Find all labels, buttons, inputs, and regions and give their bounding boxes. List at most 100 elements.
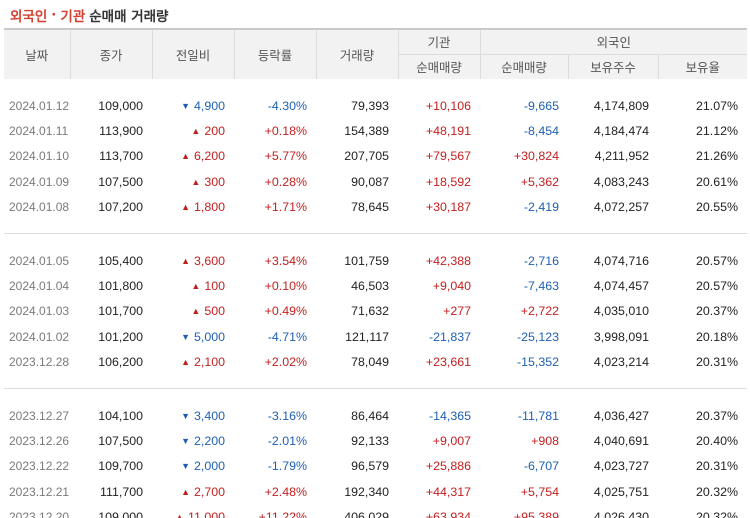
col-header-change: 전일비 — [151, 28, 234, 79]
cell-inst-net: +10,106 — [425, 98, 471, 113]
cell-foreign-ratio: 21.07% — [695, 98, 739, 113]
cell-rate: -1.79% — [267, 459, 307, 474]
cell-close: 104,100 — [98, 408, 143, 423]
table-row: 2024.01.10 113,700 ▲ 6,200 +5.77% 207,705 +79,… — [4, 144, 747, 169]
cell-date: 2024.01.02 — [9, 329, 70, 344]
cell-inst-net: +42,388 — [425, 253, 471, 268]
cell-foreign-holdings: 4,026,430 — [568, 504, 658, 518]
cell-rate: +0.18% — [264, 123, 307, 138]
cell-date: 2023.12.28 — [9, 354, 70, 369]
cell-foreign-net: -2,716 — [523, 253, 559, 268]
table-row: 2023.12.26 107,500 ▼ 2,200 -2.01% 92,133 +9,00… — [4, 428, 747, 453]
change-value: 2,000 — [193, 459, 225, 474]
change-value: 4,900 — [193, 98, 225, 113]
cell-rate: -4.30% — [267, 98, 307, 113]
cell-close: 109,700 — [98, 459, 143, 474]
cell-volume: 154,389 — [344, 123, 389, 138]
cell-foreign-net: +5,362 — [520, 174, 559, 189]
change-value: 1,800 — [193, 199, 225, 214]
triangle-up-icon: ▲ — [181, 486, 190, 497]
cell-foreign-net: -7,463 — [523, 278, 559, 293]
triangle-up-icon: ▲ — [181, 201, 190, 212]
investor-trading-table: 날짜 종가 전일비 등락률 거래량 기관 외국인 순매매량 순매매량 보유주수 … — [4, 28, 748, 518]
group-separator — [4, 388, 748, 389]
cell-inst-net: +9,040 — [432, 278, 471, 293]
cell-foreign-ratio: 20.31% — [695, 459, 739, 474]
cell-foreign-ratio: 20.37% — [695, 408, 739, 423]
cell-foreign-holdings: 4,174,809 — [593, 98, 649, 113]
cell-rate: -3.16% — [267, 408, 307, 423]
triangle-down-icon: ▼ — [181, 410, 190, 421]
triangle-up-icon: ▲ — [181, 356, 190, 367]
cell-foreign-holdings: 4,074,457 — [593, 278, 649, 293]
cell-close: 107,500 — [98, 174, 143, 189]
table-row: 2023.12.28 106,200 ▲ 2,100 +2.02% 78,049 +23,6… — [4, 349, 747, 374]
cell-foreign-net: +908 — [531, 433, 559, 448]
table-row: 2024.01.04 101,800 ▲ 100 +0.10% 46,503 +9,040 -… — [4, 273, 747, 298]
cell-foreign-ratio: 20.32% — [695, 484, 739, 499]
table-row: 2023.12.21 111,700 ▲ 2,700 +2.48% 192,340 +44,… — [4, 479, 747, 504]
cell-foreign-holdings: 4,211,952 — [594, 149, 649, 164]
cell-date: 2023.12.27 — [9, 408, 70, 423]
cell-foreign-holdings: 4,023,214 — [593, 354, 649, 369]
cell-volume: 207,705 — [344, 149, 389, 164]
table-row: 2024.01.03 101,700 ▲ 500 +0.49% 71,632 +277 +2,… — [4, 299, 747, 324]
cell-foreign-net: -15,352 — [516, 354, 559, 369]
cell-close: 101,200 — [98, 329, 143, 344]
cell-change: ▲ 6,200 — [152, 144, 234, 169]
col-header-close: 종가 — [69, 28, 152, 79]
cell-date: 2023.12.20 — [4, 504, 70, 518]
cell-rate: +0.28% — [264, 174, 307, 189]
cell-foreign-holdings: 4,035,010 — [593, 304, 649, 319]
change-value: 5,000 — [193, 329, 225, 344]
cell-foreign-ratio: 20.55% — [695, 199, 739, 214]
cell-change: ▲ 500 — [152, 299, 234, 324]
cell-foreign-net: -9,665 — [523, 98, 559, 113]
cell-close: 111,700 — [100, 484, 143, 499]
group-gap — [4, 79, 747, 93]
table-row: 2024.01.12 109,000 ▼ 4,900 -4.30% 79,393 +10,1… — [4, 93, 747, 118]
cell-foreign-holdings: 4,025,751 — [593, 484, 649, 499]
cell-date: 2023.12.26 — [9, 433, 70, 448]
change-value: 6,200 — [193, 149, 225, 164]
cell-change: ▲ 300 — [152, 169, 234, 194]
cell-volume: 192,340 — [344, 484, 389, 499]
cell-change: ▲ 2,100 — [152, 349, 234, 374]
change-value: 500 — [204, 304, 225, 319]
cell-inst-net: +48,191 — [425, 123, 471, 138]
title-institution: 기관 — [60, 9, 86, 25]
table-row: 2023.12.27 104,100 ▼ 3,400 -3.16% 86,464 -14,3… — [4, 403, 747, 428]
cell-rate: -2.01% — [267, 433, 307, 448]
cell-volume: 71,632 — [351, 304, 389, 319]
cell-foreign-net: -11,781 — [517, 408, 559, 423]
cell-volume: 96,579 — [351, 459, 389, 474]
cell-close: 105,400 — [98, 253, 143, 268]
triangle-down-icon: ▼ — [181, 435, 190, 446]
cell-foreign-net: -25,123 — [516, 329, 559, 344]
cell-change: ▼ 3,400 — [152, 403, 234, 428]
cell-foreign-ratio: 20.57% — [695, 253, 739, 268]
cell-rate: +0.10% — [264, 278, 307, 293]
cell-volume: 101,759 — [344, 253, 389, 268]
cell-foreign-net: -2,419 — [523, 199, 559, 214]
cell-rate: +2.02% — [264, 354, 307, 369]
cell-close: 109,000 — [98, 98, 143, 113]
triangle-up-icon: ▲ — [181, 151, 190, 162]
cell-foreign-ratio: 21.12% — [695, 123, 739, 138]
change-value: 3,600 — [193, 253, 225, 268]
cell-foreign-holdings: 4,083,243 — [593, 174, 649, 189]
cell-rate: +11.22% — [234, 504, 316, 518]
table-row: 2024.01.09 107,500 ▲ 300 +0.28% 90,087 +18,592… — [4, 169, 747, 194]
cell-volume: 79,393 — [351, 98, 389, 113]
cell-close: 107,200 — [98, 199, 143, 214]
cell-foreign-holdings: 3,998,091 — [593, 329, 649, 344]
cell-foreign-holdings: 4,184,474 — [593, 123, 649, 138]
cell-date: 2024.01.04 — [9, 278, 70, 293]
cell-volume: 46,503 — [351, 278, 389, 293]
cell-foreign-net: -8,454 — [523, 123, 559, 138]
title-net-volume: 순매매 거래량 — [89, 9, 169, 25]
cell-foreign-holdings: 4,072,257 — [593, 199, 649, 214]
change-value: 300 — [204, 174, 225, 189]
cell-foreign-ratio: 20.57% — [695, 278, 739, 293]
cell-date: 2024.01.10 — [9, 149, 70, 164]
